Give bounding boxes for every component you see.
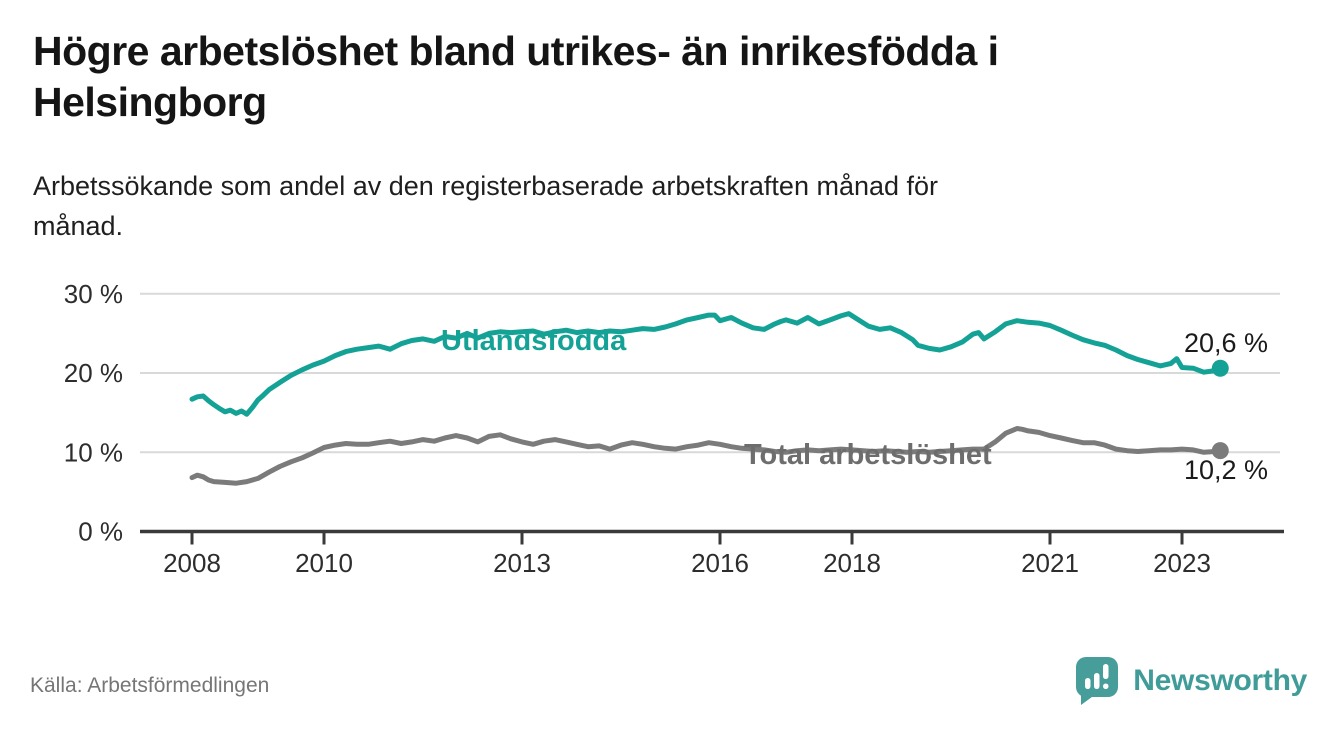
logo-bar-2 — [1094, 673, 1100, 689]
series-line-total — [189, 426, 1223, 486]
series-line-utlandsfodda — [189, 311, 1223, 417]
logo-bar-dot — [1103, 683, 1109, 689]
subtitle-line-2: månad. — [33, 211, 124, 241]
brand-name: Newsworthy — [1133, 664, 1307, 697]
newsworthy-icon — [1076, 657, 1119, 705]
title-line-2: Helsingborg — [33, 79, 267, 125]
logo-bar-1 — [1085, 678, 1091, 689]
logo-bar-3 — [1103, 664, 1109, 679]
title-line-1: Högre arbetslöshet bland utrikes- än inr… — [33, 28, 999, 74]
series-label-utlandsfodda: Utlandsfödda — [441, 325, 627, 357]
subtitle-line-1: Arbetssökande som andel av den registerb… — [33, 171, 939, 201]
y-tick-label-30: 30 % — [64, 279, 123, 309]
series-end-value-utlandsfodda: 20,6 % — [1184, 328, 1268, 358]
page-title: Högre arbetslöshet bland utrikes- än inr… — [33, 26, 1313, 128]
x-tick-label-2018: 2018 — [823, 548, 881, 578]
chart-subtitle: Arbetssökande som andel av den registerb… — [33, 166, 1293, 246]
source-note: Källa: Arbetsförmedlingen — [30, 674, 270, 697]
newsworthy-logo: Newsworthy — [1075, 656, 1307, 706]
x-tick-label-2023: 2023 — [1153, 548, 1211, 578]
series-label-total: Total arbetslöshet — [744, 439, 992, 471]
series-end-dot-utlandsfodda — [1211, 359, 1229, 377]
y-tick-label-20: 20 % — [64, 358, 123, 388]
x-tick-label-2016: 2016 — [691, 548, 749, 578]
y-tick-label-10: 10 % — [64, 437, 123, 467]
x-tick-label-2021: 2021 — [1021, 548, 1079, 578]
x-tick-label-2013: 2013 — [493, 548, 551, 578]
x-tick-label-2008: 2008 — [163, 548, 221, 578]
x-tick-label-2010: 2010 — [295, 548, 353, 578]
series-end-value-total: 10,2 % — [1184, 455, 1268, 485]
y-tick-label-0: 0 % — [78, 517, 123, 547]
series-end-dot-total — [1211, 442, 1229, 460]
